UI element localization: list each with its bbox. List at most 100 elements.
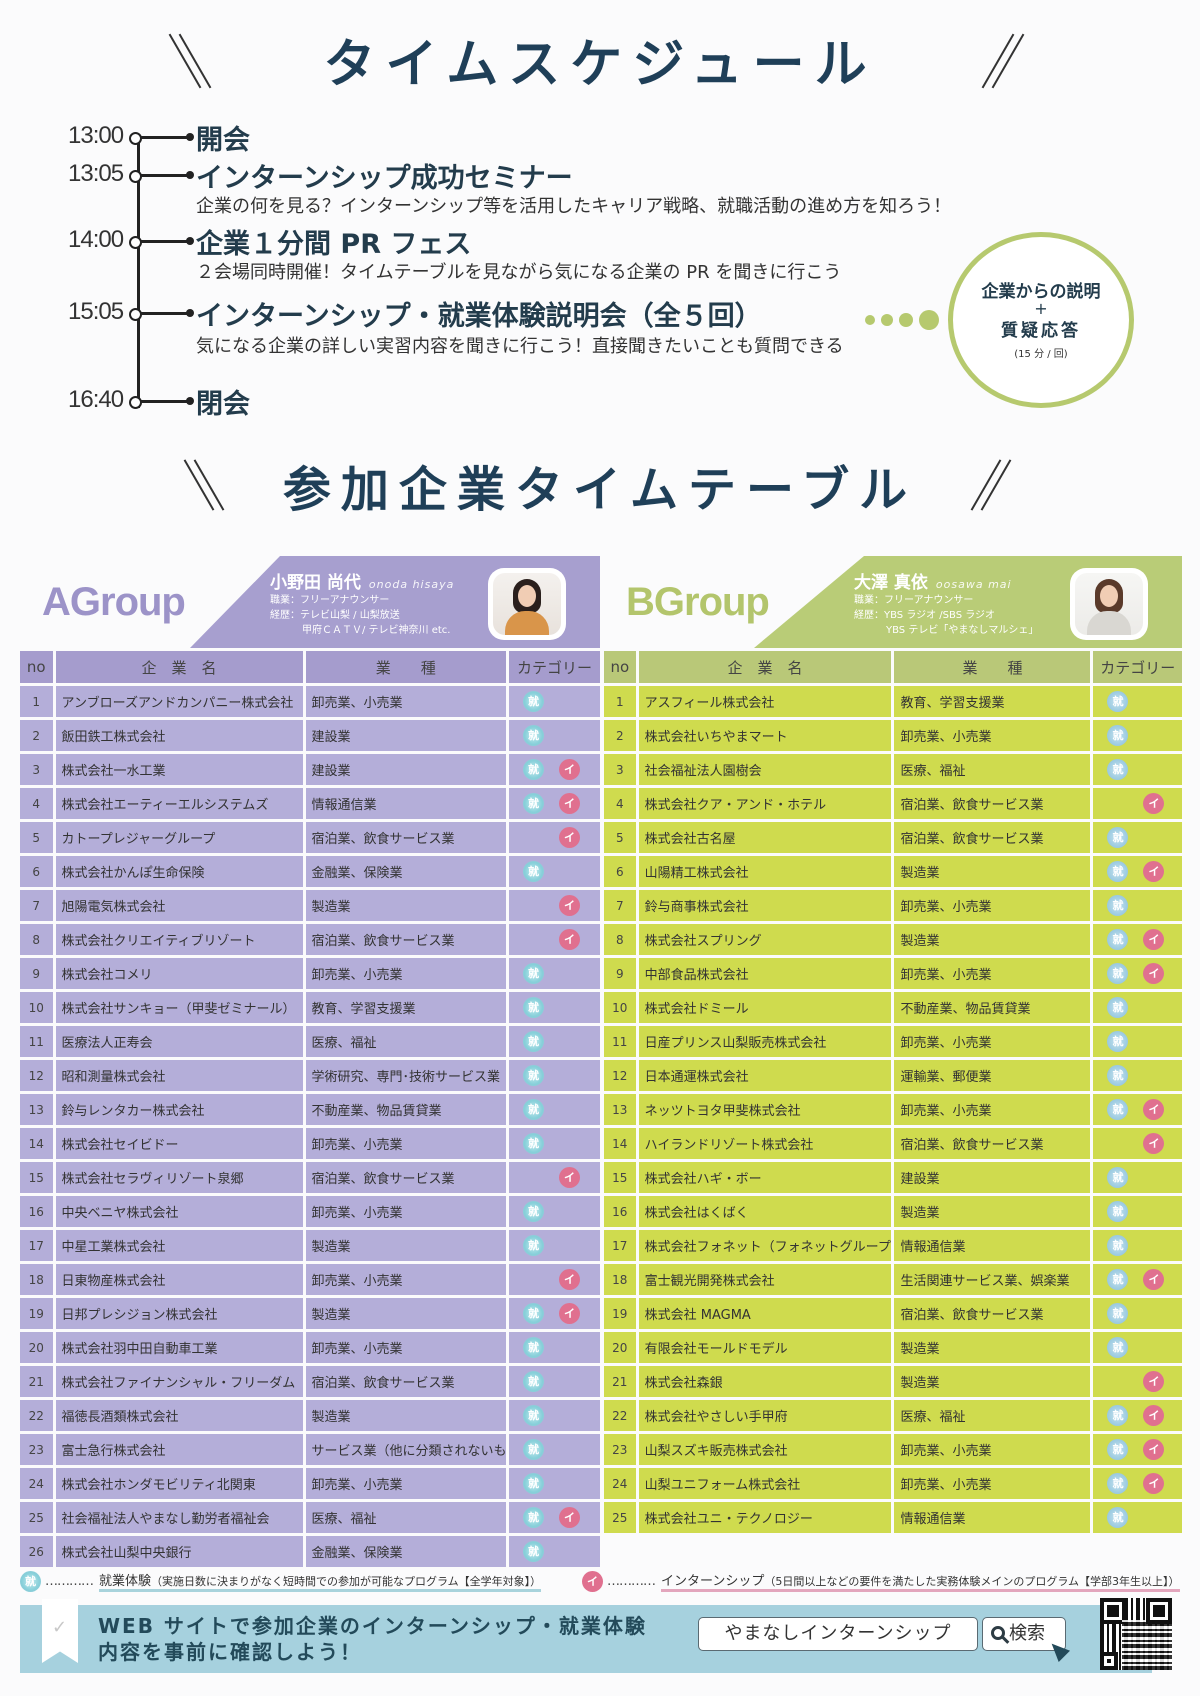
col-company: 企 業 名 <box>55 651 303 683</box>
company-name: 日東物産株式会社 <box>55 1264 303 1295</box>
host-romaji: onoda hisaya <box>368 578 455 591</box>
industry: 製造業 <box>894 1196 1091 1227</box>
row-no: 9 <box>20 958 53 989</box>
intern-icon: イ <box>1143 929 1165 950</box>
host-career: YBS テレビ「やまなしマルシェ」 <box>886 625 1039 636</box>
col-category: カテゴリー <box>508 651 600 683</box>
category-cell: 就イ <box>1093 856 1182 887</box>
qa-bubble: 企業からの説明 + 質疑応答 (15 分 / 回) <box>948 232 1134 408</box>
table-row: 25 社会福祉法人やまなし勤労者福祉会 医療、福祉就イ <box>20 1502 600 1533</box>
table-header-row: no 企 業 名 業 種 カテゴリー <box>20 651 600 683</box>
company-name: 医療法人正寿会 <box>55 1026 303 1057</box>
industry: 製造業 <box>305 1400 506 1431</box>
schedule-time: 15:05 <box>68 298 124 325</box>
row-no: 13 <box>604 1094 636 1125</box>
category-legend: 就 ………… 就業体験（実施日数に決まりがなく短時間での参加が可能なプログラム【… <box>20 1570 1190 1600</box>
schedule-desc: 気になる企業の詳しい実習内容を聞きに行こう！直接聞きたいことも質問できる <box>196 336 844 357</box>
industry: 医療、福祉 <box>305 1502 506 1533</box>
row-no: 20 <box>604 1332 636 1363</box>
industry: 運輸業、郵便業 <box>894 1060 1091 1091</box>
group-a: AGroup 小野田 尚代 onoda hisaya 職業：フリーアナウンサー 経… <box>20 556 600 1570</box>
category-cell: 就 <box>508 1094 600 1125</box>
row-no: 8 <box>604 924 636 955</box>
shugyo-icon: 就 <box>522 691 544 712</box>
company-name: 日邦プレシジョン株式会社 <box>55 1298 303 1329</box>
table-row: 17 中星工業株式会社 製造業就 <box>20 1230 600 1261</box>
row-no: 4 <box>604 788 636 819</box>
category-cell: 就イ <box>1093 958 1182 989</box>
table-row: 22 株式会社やさしい手甲府 医療、福祉就イ <box>604 1400 1182 1431</box>
industry: 卸売業、小売業 <box>894 720 1091 751</box>
category-cell: 就 <box>1093 1230 1182 1261</box>
company-name: 社会福祉法人園樹会 <box>638 754 892 785</box>
industry: 建設業 <box>894 1162 1091 1193</box>
row-no: 21 <box>20 1366 53 1397</box>
industry: 製造業 <box>894 856 1091 887</box>
category-cell: イ <box>1093 1128 1182 1159</box>
shugyo-icon: 就 <box>1107 929 1129 950</box>
category-cell: 就 <box>508 1400 600 1431</box>
intern-icon: イ <box>1143 793 1165 814</box>
company-name: 株式会社エーティーエルシステムズ <box>55 788 303 819</box>
category-cell: 就 <box>508 1332 600 1363</box>
search-icon <box>991 1626 1005 1640</box>
company-name: 株式会社かんぽ生命保険 <box>55 856 303 887</box>
row-no: 17 <box>604 1230 636 1261</box>
table-row: 22 福徳長酒類株式会社 製造業就 <box>20 1400 600 1431</box>
table-row: 2 飯田鉄工株式会社 建設業就 <box>20 720 600 751</box>
company-name: 山梨スズキ販売株式会社 <box>638 1434 892 1465</box>
table-row: 5 株式会社古名屋 宿泊業、飲食サービス業就 <box>604 822 1182 853</box>
row-no: 3 <box>604 754 636 785</box>
search-button[interactable]: 検索 <box>982 1617 1066 1651</box>
schedule-title-text: 企業１分間 PR フェス <box>191 222 478 265</box>
industry: 卸売業、小売業 <box>305 958 506 989</box>
intern-icon: イ <box>558 929 580 950</box>
schedule-title-text: インターンシップ成功セミナー <box>192 156 579 199</box>
timeline-line <box>137 138 140 408</box>
category-cell: 就 <box>508 1128 600 1159</box>
industry: 宿泊業、飲食サービス業 <box>305 1162 506 1193</box>
category-cell: 就 <box>508 1434 600 1465</box>
industry: 製造業 <box>305 890 506 921</box>
category-cell: イ <box>508 1162 600 1193</box>
industry: 卸売業、小売業 <box>894 1468 1091 1499</box>
industry: 卸売業、小売業 <box>305 686 506 717</box>
table-row: 9 中部食品株式会社 卸売業、小売業就イ <box>604 958 1182 989</box>
company-name: 株式会社セラヴィリゾート泉郷 <box>55 1162 303 1193</box>
industry: 製造業 <box>894 924 1091 955</box>
shugyo-icon: 就 <box>1107 1269 1129 1290</box>
intern-icon: イ <box>558 793 580 814</box>
host-job: 職業：フリーアナウンサー <box>270 595 390 606</box>
company-name: カトープレジャーグループ <box>55 822 303 853</box>
category-cell: 就 <box>508 686 600 717</box>
search-button-label: 検索 <box>1009 1623 1045 1644</box>
shugyo-icon: 就 <box>1107 759 1129 780</box>
avatar <box>488 568 566 640</box>
category-cell: 就イ <box>508 754 600 785</box>
row-no: 16 <box>604 1196 636 1227</box>
row-no: 5 <box>20 822 53 853</box>
bubble-note: (15 分 / 回) <box>1014 349 1068 360</box>
table-row: 19 日邦プレシジョン株式会社 製造業就イ <box>20 1298 600 1329</box>
highlighted-title: 企業１分間 PR フェス <box>191 222 478 265</box>
schedule-desc: 企業の何を見る？インターンシップ等を活用したキャリア戦略、就職活動の進め方を知ろ… <box>196 196 952 217</box>
row-no: 16 <box>20 1196 53 1227</box>
group-a-host: 小野田 尚代 onoda hisaya 職業：フリーアナウンサー 経歴：テレビ山梨… <box>270 568 454 638</box>
shugyo-icon: 就 <box>522 1133 544 1154</box>
shugyo-icon: 就 <box>1107 1031 1129 1052</box>
category-cell: 就イ <box>1093 1264 1182 1295</box>
company-name: 株式会社一水工業 <box>55 754 303 785</box>
host-photo <box>493 573 561 635</box>
col-category: カテゴリー <box>1093 651 1182 683</box>
industry: 卸売業、小売業 <box>894 1434 1091 1465</box>
company-name: 中央ベニヤ株式会社 <box>55 1196 303 1227</box>
company-name: アスフィール株式会社 <box>638 686 892 717</box>
shugyo-icon: 就 <box>1107 725 1129 746</box>
intern-icon: イ <box>1143 1099 1165 1120</box>
intern-icon: イ <box>582 1570 603 1592</box>
qr-code[interactable] <box>1100 1598 1172 1670</box>
category-cell: イ <box>1093 1366 1182 1397</box>
table-row: 6 山陽精工株式会社 製造業就イ <box>604 856 1182 887</box>
company-name: 富士観光開発株式会社 <box>638 1264 892 1295</box>
search-input[interactable]: やまなしインターンシップ <box>698 1617 978 1651</box>
